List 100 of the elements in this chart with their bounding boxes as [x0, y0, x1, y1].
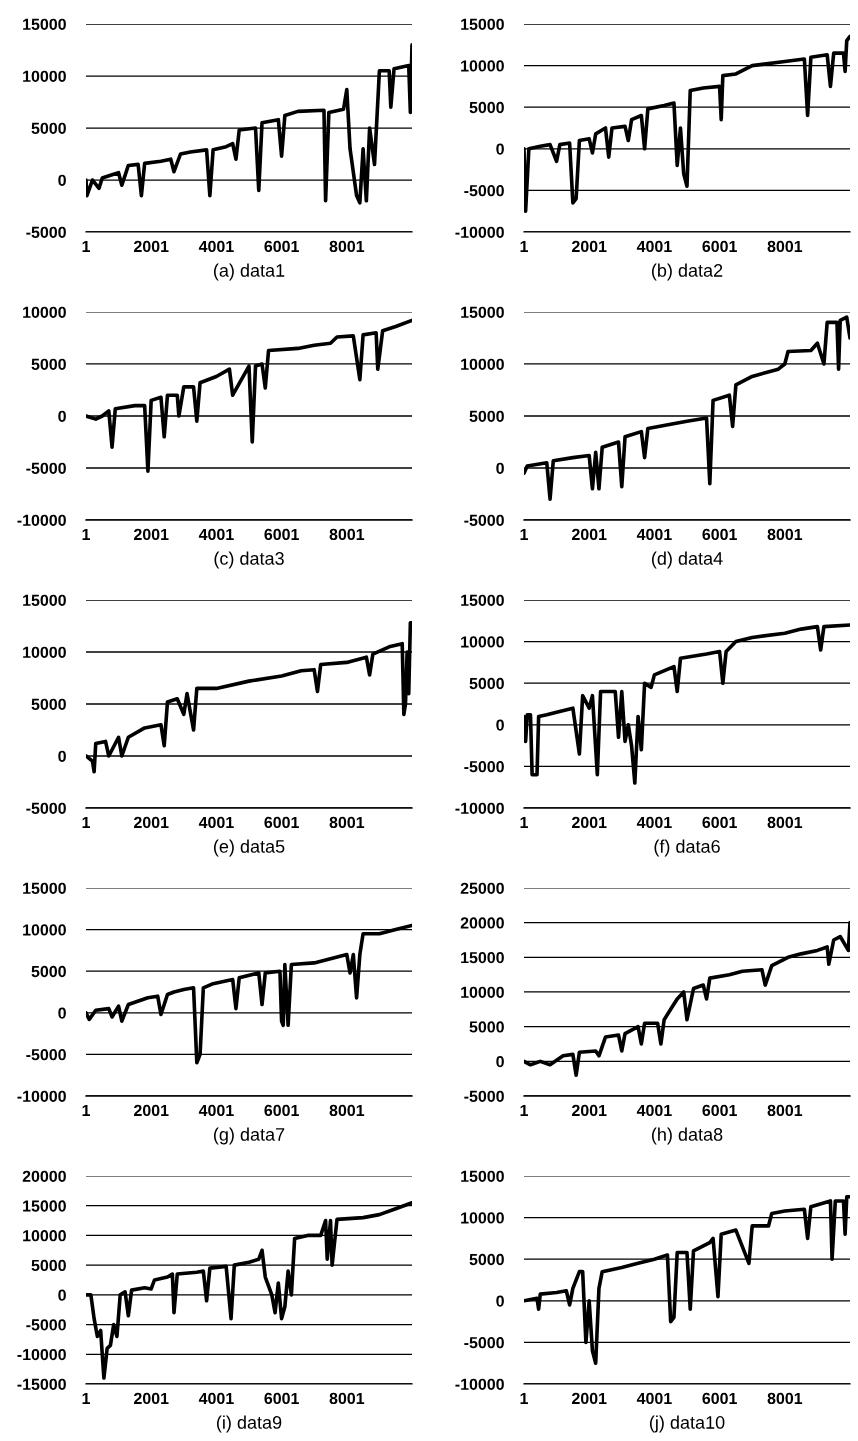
y-tick-label: 20000: [22, 1170, 66, 1182]
y-tick-label: 10000: [23, 306, 66, 318]
y-tick-label: 5000: [31, 965, 66, 978]
x-tick-label: 2001: [134, 528, 169, 541]
x-tick-label: 6001: [264, 816, 299, 829]
y-tick-label: 10000: [461, 986, 504, 998]
y-tick-label: 10000: [23, 1230, 66, 1242]
y-tick-label: -5000: [464, 761, 504, 773]
y-tick-label: 15000: [23, 1200, 66, 1212]
text: (e) data5: [213, 839, 285, 857]
y-tick-label: 0: [58, 1289, 66, 1301]
y-tick-label: 5000: [469, 410, 504, 422]
y-tick-label: -5000: [464, 1337, 504, 1349]
x-tick-label: 4001: [198, 816, 234, 829]
y-tick-label: 0: [496, 1295, 504, 1307]
y-tick-label: 0: [496, 462, 504, 474]
text: (g) data7: [213, 1127, 285, 1145]
y-tick-label: -5000: [26, 226, 66, 238]
text: (b) data2: [651, 263, 723, 281]
x-tick-label: 4001: [636, 240, 672, 253]
y-tick-label: 20000: [460, 917, 504, 929]
x-tick-label: 2001: [572, 240, 607, 253]
y-tick-label: 5000: [469, 677, 504, 690]
x-tick-label: 4001: [636, 816, 672, 829]
y-tick-label: -5000: [464, 185, 504, 197]
y-tick-label: 5000: [31, 698, 66, 710]
y-tick-label: -10000: [17, 514, 66, 526]
y-tick-label: -5000: [464, 1090, 504, 1102]
y-tick-label: 5000: [31, 122, 66, 134]
x-tick-label: 8001: [329, 240, 365, 253]
y-tick-label: 0: [496, 143, 504, 155]
y-tick-label: 0: [58, 410, 66, 422]
x-tick-label: 2001: [134, 816, 169, 829]
x-tick-label: 8001: [767, 1392, 803, 1405]
y-tick-label: 0: [58, 174, 66, 186]
y-tick-label: -5000: [26, 1319, 66, 1331]
x-tick-label: 8001: [767, 240, 803, 253]
x-tick-label: 1: [82, 1392, 90, 1404]
x-tick-label: 1: [520, 240, 528, 252]
x-tick-label: 1: [82, 240, 90, 252]
y-tick-label: -10000: [17, 1090, 66, 1102]
y-tick-label: 10000: [23, 924, 66, 936]
y-tick-label: 0: [58, 750, 66, 762]
y-tick-label: -5000: [26, 462, 66, 474]
x-tick-label: 6001: [264, 1104, 299, 1117]
x-tick-label: 4001: [636, 528, 672, 541]
x-tick-label: 4001: [198, 528, 234, 541]
y-tick-label: -5000: [26, 1049, 66, 1061]
line-series: [524, 623, 850, 785]
x-tick-label: 4001: [198, 1104, 234, 1117]
y-tick-label: 15000: [461, 951, 504, 964]
x-tick-label: 1: [520, 1392, 528, 1404]
x-tick-label: 1: [520, 1104, 528, 1116]
y-tick-label: 15000: [461, 1170, 504, 1182]
x-tick-label: 2001: [572, 1104, 607, 1117]
y-tick-label: 10000: [461, 636, 504, 648]
y-tick-label: 15000: [461, 18, 504, 30]
x-tick-label: 1: [82, 528, 90, 540]
x-tick-label: 1: [82, 816, 90, 828]
y-tick-label: 15000: [23, 882, 66, 894]
x-tick-label: 8001: [329, 528, 365, 541]
x-tick-label: 8001: [329, 1104, 365, 1117]
x-tick-label: 2001: [572, 1392, 607, 1405]
y-tick-label: -5000: [464, 514, 504, 526]
text: (f) data6: [654, 839, 720, 857]
x-tick-label: 8001: [767, 1104, 803, 1117]
x-tick-label: 4001: [198, 1392, 234, 1405]
y-tick-label: 15000: [23, 594, 66, 606]
x-tick-label: 4001: [636, 1104, 672, 1117]
y-tick-label: 10000: [461, 1212, 504, 1224]
y-tick-label: -15000: [17, 1378, 66, 1390]
y-tick-label: 10000: [461, 60, 504, 72]
text: (c) data3: [214, 551, 284, 569]
y-tick-label: -5000: [26, 802, 66, 814]
y-tick-label: 5000: [469, 101, 504, 114]
x-tick-label: 4001: [636, 1392, 672, 1405]
y-tick-label: 15000: [23, 18, 66, 30]
x-tick-label: 6001: [702, 1392, 737, 1405]
x-tick-label: 8001: [767, 528, 803, 541]
y-tick-label: 15000: [461, 594, 504, 606]
x-tick-label: 2001: [134, 240, 169, 253]
x-tick-label: 2001: [572, 816, 607, 829]
text: (i) data9: [217, 1415, 282, 1433]
y-tick-label: 25000: [460, 882, 504, 894]
x-tick-label: 6001: [264, 240, 299, 253]
y-tick-label: 5000: [469, 1021, 504, 1033]
x-tick-label: 6001: [264, 528, 299, 541]
x-tick-label: 2001: [572, 528, 607, 541]
y-tick-label: 5000: [31, 358, 66, 370]
y-tick-label: 10000: [461, 358, 504, 370]
y-tick-label: 0: [58, 1007, 66, 1019]
y-tick-label: -10000: [455, 226, 504, 238]
y-tick-label: 5000: [31, 1259, 66, 1272]
x-tick-label: 1: [520, 816, 528, 828]
y-tick-label: 10000: [23, 646, 66, 658]
x-tick-label: 6001: [702, 240, 737, 253]
x-tick-label: 8001: [329, 816, 365, 829]
x-tick-label: 4001: [198, 240, 234, 253]
line-series: [524, 315, 850, 502]
x-tick-label: 1: [520, 528, 528, 540]
